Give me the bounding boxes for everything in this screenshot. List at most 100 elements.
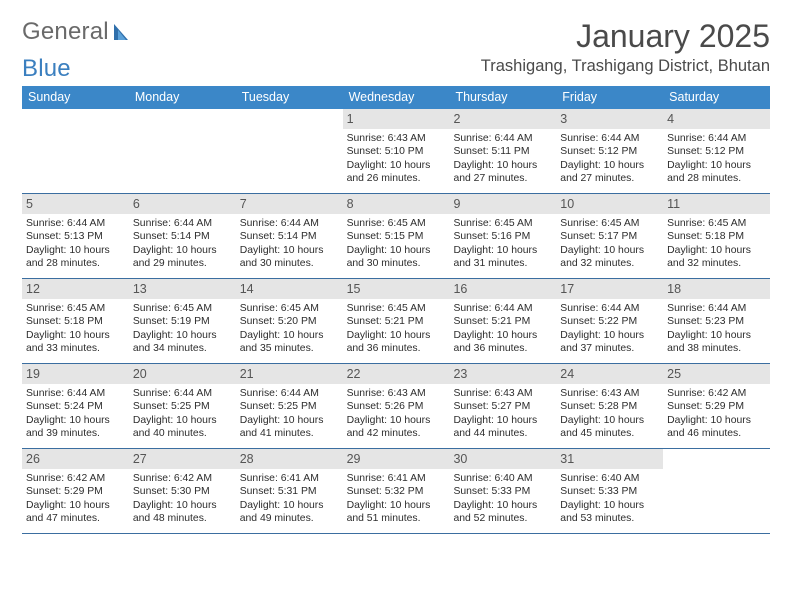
sunset-text: Sunset: 5:17 PM — [560, 230, 659, 243]
sunrise-text: Sunrise: 6:44 AM — [560, 302, 659, 315]
sunset-text: Sunset: 5:12 PM — [560, 145, 659, 158]
day-number: 30 — [449, 449, 556, 469]
day-number: 24 — [556, 364, 663, 384]
dayhead-thu: Thursday — [449, 86, 556, 109]
day-number: 17 — [556, 279, 663, 299]
sunset-text: Sunset: 5:18 PM — [667, 230, 766, 243]
dl2-text: and 30 minutes. — [240, 257, 339, 270]
dl2-text: and 36 minutes. — [453, 342, 552, 355]
dl2-text: and 44 minutes. — [453, 427, 552, 440]
sunset-text: Sunset: 5:31 PM — [240, 485, 339, 498]
dl2-text: and 33 minutes. — [26, 342, 125, 355]
dl2-text: and 28 minutes. — [667, 172, 766, 185]
dl2-text: and 32 minutes. — [560, 257, 659, 270]
day-cell: 20Sunrise: 6:44 AMSunset: 5:25 PMDayligh… — [129, 364, 236, 448]
sunrise-text: Sunrise: 6:40 AM — [560, 472, 659, 485]
sunset-text: Sunset: 5:20 PM — [240, 315, 339, 328]
day-number: 14 — [236, 279, 343, 299]
dl2-text: and 42 minutes. — [347, 427, 446, 440]
dl1-text: Daylight: 10 hours — [240, 414, 339, 427]
day-number: 23 — [449, 364, 556, 384]
dl2-text: and 26 minutes. — [347, 172, 446, 185]
day-cell: 21Sunrise: 6:44 AMSunset: 5:25 PMDayligh… — [236, 364, 343, 448]
dayhead-mon: Monday — [129, 86, 236, 109]
week-row: 26Sunrise: 6:42 AMSunset: 5:29 PMDayligh… — [22, 449, 770, 534]
sunrise-text: Sunrise: 6:44 AM — [560, 132, 659, 145]
day-number: 3 — [556, 109, 663, 129]
sunrise-text: Sunrise: 6:40 AM — [453, 472, 552, 485]
dl1-text: Daylight: 10 hours — [26, 329, 125, 342]
sunset-text: Sunset: 5:33 PM — [453, 485, 552, 498]
sunset-text: Sunset: 5:13 PM — [26, 230, 125, 243]
dl2-text: and 48 minutes. — [133, 512, 232, 525]
sunrise-text: Sunrise: 6:45 AM — [347, 302, 446, 315]
dl2-text: and 46 minutes. — [667, 427, 766, 440]
sunset-text: Sunset: 5:27 PM — [453, 400, 552, 413]
dl2-text: and 40 minutes. — [133, 427, 232, 440]
day-number: 26 — [22, 449, 129, 469]
sunset-text: Sunset: 5:29 PM — [667, 400, 766, 413]
day-number: 18 — [663, 279, 770, 299]
dl1-text: Daylight: 10 hours — [560, 244, 659, 257]
header: General January 2025 — [22, 18, 770, 55]
day-cell: 2Sunrise: 6:44 AMSunset: 5:11 PMDaylight… — [449, 109, 556, 193]
week-row: 12Sunrise: 6:45 AMSunset: 5:18 PMDayligh… — [22, 279, 770, 364]
dl1-text: Daylight: 10 hours — [133, 414, 232, 427]
day-cell: 28Sunrise: 6:41 AMSunset: 5:31 PMDayligh… — [236, 449, 343, 533]
sunrise-text: Sunrise: 6:43 AM — [560, 387, 659, 400]
dl1-text: Daylight: 10 hours — [26, 414, 125, 427]
weeks-container: 1Sunrise: 6:43 AMSunset: 5:10 PMDaylight… — [22, 109, 770, 534]
day-cell: 7Sunrise: 6:44 AMSunset: 5:14 PMDaylight… — [236, 194, 343, 278]
day-number: 4 — [663, 109, 770, 129]
day-cell: 31Sunrise: 6:40 AMSunset: 5:33 PMDayligh… — [556, 449, 663, 533]
week-row: 19Sunrise: 6:44 AMSunset: 5:24 PMDayligh… — [22, 364, 770, 449]
sunrise-text: Sunrise: 6:44 AM — [133, 217, 232, 230]
dl1-text: Daylight: 10 hours — [347, 499, 446, 512]
day-cell: 27Sunrise: 6:42 AMSunset: 5:30 PMDayligh… — [129, 449, 236, 533]
day-number: 31 — [556, 449, 663, 469]
sunrise-text: Sunrise: 6:42 AM — [133, 472, 232, 485]
dl2-text: and 27 minutes. — [560, 172, 659, 185]
dl2-text: and 28 minutes. — [26, 257, 125, 270]
dl1-text: Daylight: 10 hours — [26, 499, 125, 512]
sunset-text: Sunset: 5:32 PM — [347, 485, 446, 498]
day-number: 11 — [663, 194, 770, 214]
day-cell: 29Sunrise: 6:41 AMSunset: 5:32 PMDayligh… — [343, 449, 450, 533]
day-cell: 14Sunrise: 6:45 AMSunset: 5:20 PMDayligh… — [236, 279, 343, 363]
day-number: 19 — [22, 364, 129, 384]
page-title: January 2025 — [576, 18, 770, 55]
day-cell: 11 Sunrise: 6:45 AMSunset: 5:18 PMDayligh… — [663, 194, 770, 278]
dl1-text: Daylight: 10 hours — [453, 329, 552, 342]
calendar-page: General January 2025 Blue Trashigang, Tr… — [0, 0, 792, 534]
sunset-text: Sunset: 5:29 PM — [26, 485, 125, 498]
day-number: 29 — [343, 449, 450, 469]
dl1-text: Daylight: 10 hours — [667, 244, 766, 257]
dl2-text: and 34 minutes. — [133, 342, 232, 355]
dl1-text: Daylight: 10 hours — [347, 414, 446, 427]
sunrise-text: Sunrise: 6:44 AM — [453, 132, 552, 145]
sunrise-text: Sunrise: 6:44 AM — [240, 217, 339, 230]
day-cell: 12Sunrise: 6:45 AMSunset: 5:18 PMDayligh… — [22, 279, 129, 363]
dl1-text: Daylight: 10 hours — [347, 329, 446, 342]
dl2-text: and 41 minutes. — [240, 427, 339, 440]
day-number: 16 — [449, 279, 556, 299]
sunset-text: Sunset: 5:21 PM — [453, 315, 552, 328]
day-cell: 19Sunrise: 6:44 AMSunset: 5:24 PMDayligh… — [22, 364, 129, 448]
day-number: 20 — [129, 364, 236, 384]
day-cell: 9Sunrise: 6:45 AMSunset: 5:16 PMDaylight… — [449, 194, 556, 278]
logo-text-b: Blue — [22, 55, 71, 83]
dl2-text: and 37 minutes. — [560, 342, 659, 355]
dl2-text: and 38 minutes. — [667, 342, 766, 355]
day-number: 21 — [236, 364, 343, 384]
dl1-text: Daylight: 10 hours — [240, 499, 339, 512]
day-cell: 10Sunrise: 6:45 AMSunset: 5:17 PMDayligh… — [556, 194, 663, 278]
sunset-text: Sunset: 5:33 PM — [560, 485, 659, 498]
sunrise-text: Sunrise: 6:45 AM — [667, 217, 766, 230]
dl1-text: Daylight: 10 hours — [133, 329, 232, 342]
dl1-text: Daylight: 10 hours — [26, 244, 125, 257]
dl2-text: and 31 minutes. — [453, 257, 552, 270]
dl1-text: Daylight: 10 hours — [667, 414, 766, 427]
dl2-text: and 35 minutes. — [240, 342, 339, 355]
day-cell — [22, 109, 129, 193]
day-number: 13 — [129, 279, 236, 299]
